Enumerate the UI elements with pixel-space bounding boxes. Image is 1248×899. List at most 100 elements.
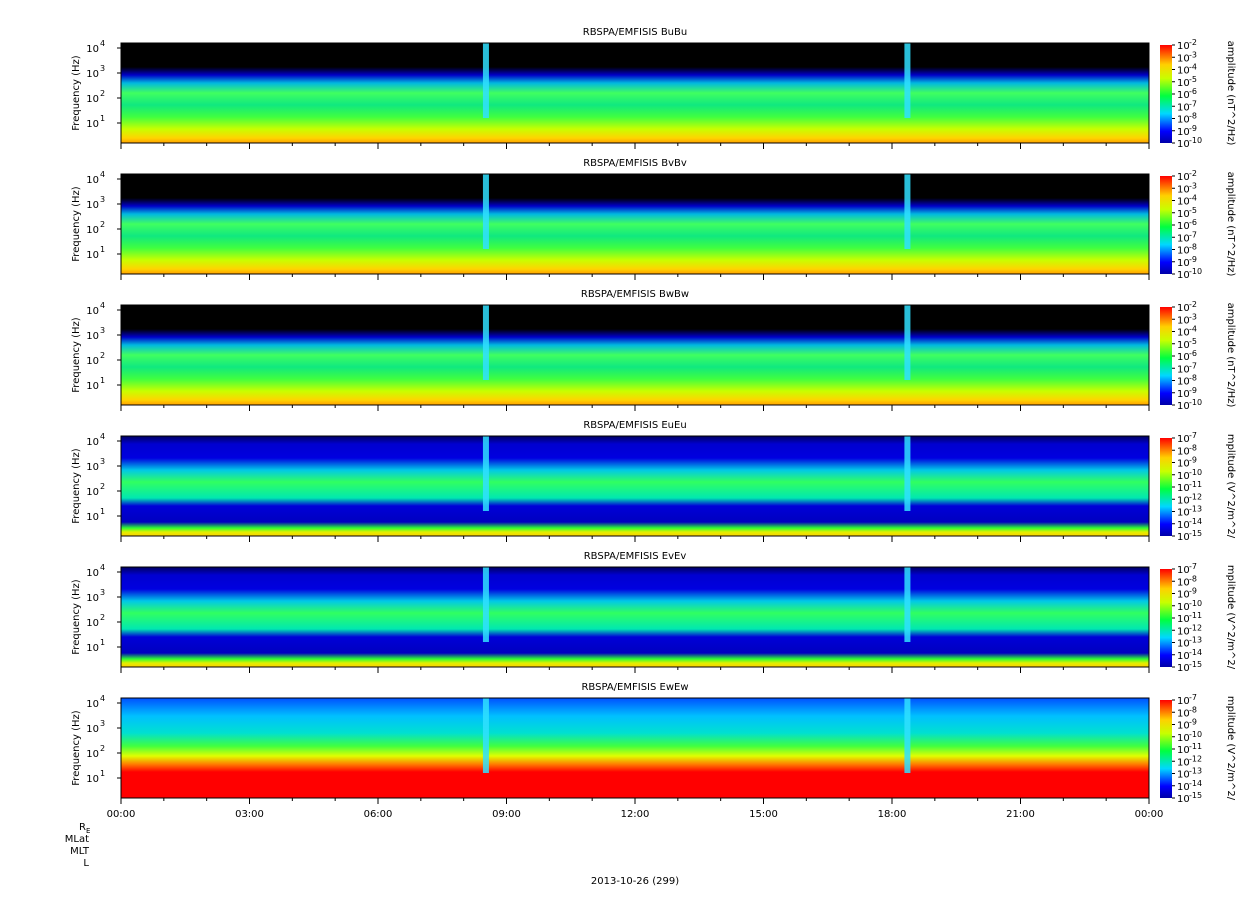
y-tick-label: 10 bbox=[86, 749, 99, 760]
colorbar-tick-label: 10 bbox=[1177, 315, 1190, 326]
colorbar-tick-exponent: -4 bbox=[1189, 194, 1197, 203]
colorbar-tick-exponent: -15 bbox=[1189, 791, 1202, 800]
colorbar-tick-label: 10 bbox=[1177, 577, 1190, 588]
colorbar-tick-label: 10 bbox=[1177, 197, 1190, 208]
colorbar-label: amplitude (nT^2/Hz) bbox=[1225, 41, 1236, 146]
ephemeris-label: L bbox=[83, 858, 89, 869]
ephemeris-label-subscript: E bbox=[86, 827, 90, 835]
colorbar-tick-exponent: -13 bbox=[1189, 767, 1202, 776]
burst-feature bbox=[904, 567, 911, 642]
colorbar-tick-exponent: -12 bbox=[1189, 623, 1202, 632]
y-tick-label: 10 bbox=[86, 618, 99, 629]
colorbar-tick-label: 10 bbox=[1177, 352, 1190, 363]
colorbar-tick-exponent: -2 bbox=[1189, 300, 1197, 309]
colorbar-tick-exponent: -9 bbox=[1189, 255, 1197, 264]
colorbar-tick-label: 10 bbox=[1177, 770, 1190, 781]
colorbar-tick-exponent: -11 bbox=[1189, 480, 1202, 489]
y-axis-label: Frequency (Hz) bbox=[71, 710, 82, 786]
colorbar-tick-label: 10 bbox=[1177, 708, 1190, 719]
colorbar-tick-exponent: -10 bbox=[1189, 136, 1202, 145]
colorbar-tick-exponent: -15 bbox=[1189, 529, 1202, 538]
colorbar-tick-label: 10 bbox=[1177, 221, 1190, 232]
colorbar-tick-label: 10 bbox=[1177, 651, 1190, 662]
colorbar-tick-label: 10 bbox=[1177, 508, 1190, 519]
colorbar-tick-exponent: -7 bbox=[1189, 431, 1197, 440]
colorbar-tick-label: 10 bbox=[1177, 626, 1190, 637]
y-tick-label: 10 bbox=[86, 593, 99, 604]
burst-feature bbox=[482, 436, 489, 511]
x-tick-label: 09:00 bbox=[492, 809, 521, 820]
colorbar bbox=[1160, 700, 1172, 798]
colorbar-tick-exponent: -11 bbox=[1189, 611, 1202, 620]
colorbar bbox=[1160, 569, 1172, 667]
colorbar-tick-label: 10 bbox=[1177, 794, 1190, 805]
colorbar-tick-exponent: -14 bbox=[1189, 517, 1202, 526]
colorbar bbox=[1160, 307, 1172, 405]
colorbar-tick-exponent: -13 bbox=[1189, 636, 1202, 645]
colorbar-tick-exponent: -9 bbox=[1189, 456, 1197, 465]
colorbar-tick-exponent: -8 bbox=[1189, 374, 1197, 383]
colorbar-tick-label: 10 bbox=[1177, 139, 1190, 150]
y-tick-label: 10 bbox=[86, 381, 99, 392]
spectrogram-panel: RBSPA/EMFISIS EuEu101102103104Frequency … bbox=[71, 420, 1236, 543]
y-tick-exponent: 1 bbox=[100, 769, 105, 778]
y-tick-exponent: 4 bbox=[100, 301, 105, 310]
colorbar-tick-label: 10 bbox=[1177, 446, 1190, 457]
ephemeris-label: MLat bbox=[65, 834, 89, 845]
colorbar-tick-exponent: -9 bbox=[1189, 386, 1197, 395]
date-label: 2013-10-26 (299) bbox=[591, 876, 679, 887]
colorbar-tick-label: 10 bbox=[1177, 757, 1190, 768]
colorbar-tick-label: 10 bbox=[1177, 66, 1190, 77]
y-tick-exponent: 3 bbox=[100, 64, 105, 73]
colorbar-tick-label: 10 bbox=[1177, 246, 1190, 257]
burst-feature bbox=[482, 567, 489, 642]
colorbar-tick-exponent: -5 bbox=[1189, 337, 1197, 346]
colorbar-tick-exponent: -6 bbox=[1189, 218, 1197, 227]
colorbar-tick-label: 10 bbox=[1177, 745, 1190, 756]
colorbar-tick-label: 10 bbox=[1177, 602, 1190, 613]
colorbar-tick-exponent: -12 bbox=[1189, 754, 1202, 763]
panel-title: RBSPA/EMFISIS BwBw bbox=[581, 289, 689, 300]
colorbar-tick-exponent: -2 bbox=[1189, 38, 1197, 47]
colorbar-tick-exponent: -4 bbox=[1189, 63, 1197, 72]
y-tick-exponent: 1 bbox=[100, 638, 105, 647]
panel-title: RBSPA/EMFISIS EwEw bbox=[581, 682, 688, 693]
colorbar-tick-label: 10 bbox=[1177, 184, 1190, 195]
colorbar-tick-label: 10 bbox=[1177, 209, 1190, 220]
y-tick-label: 10 bbox=[86, 225, 99, 236]
colorbar-tick-exponent: -8 bbox=[1189, 705, 1197, 714]
y-axis-label: Frequency (Hz) bbox=[71, 579, 82, 655]
x-tick-label: 21:00 bbox=[1006, 809, 1035, 820]
spectrogram-panel: RBSPA/EMFISIS BvBv101102103104Frequency … bbox=[71, 158, 1236, 281]
panel-title: RBSPA/EMFISIS BuBu bbox=[583, 27, 687, 38]
colorbar-label: mplitude (V^2/m^2/ bbox=[1225, 696, 1236, 801]
colorbar-tick-label: 10 bbox=[1177, 532, 1190, 543]
colorbar-tick-exponent: -9 bbox=[1189, 587, 1197, 596]
y-tick-label: 10 bbox=[86, 175, 99, 186]
colorbar-tick-exponent: -4 bbox=[1189, 325, 1197, 334]
colorbar-tick-exponent: -10 bbox=[1189, 468, 1202, 477]
colorbar-tick-label: 10 bbox=[1177, 364, 1190, 375]
colorbar-tick-exponent: -12 bbox=[1189, 492, 1202, 501]
y-tick-exponent: 3 bbox=[100, 588, 105, 597]
y-tick-label: 10 bbox=[86, 200, 99, 211]
colorbar-tick-exponent: -6 bbox=[1189, 87, 1197, 96]
y-tick-label: 10 bbox=[86, 568, 99, 579]
colorbar-tick-exponent: -8 bbox=[1189, 112, 1197, 121]
y-tick-label: 10 bbox=[86, 512, 99, 523]
ephemeris-label: MLT bbox=[70, 846, 90, 857]
y-tick-label: 10 bbox=[86, 250, 99, 261]
x-tick-label: 03:00 bbox=[235, 809, 264, 820]
burst-feature bbox=[904, 305, 911, 380]
spectrogram-image bbox=[121, 43, 1149, 143]
y-axis-label: Frequency (Hz) bbox=[71, 317, 82, 393]
colorbar-tick-label: 10 bbox=[1177, 721, 1190, 732]
colorbar-tick-label: 10 bbox=[1177, 41, 1190, 52]
colorbar-tick-exponent: -7 bbox=[1189, 99, 1197, 108]
colorbar-tick-label: 10 bbox=[1177, 102, 1190, 113]
colorbar-tick-exponent: -14 bbox=[1189, 779, 1202, 788]
y-tick-label: 10 bbox=[86, 487, 99, 498]
y-tick-label: 10 bbox=[86, 699, 99, 710]
colorbar-tick-exponent: -6 bbox=[1189, 349, 1197, 358]
